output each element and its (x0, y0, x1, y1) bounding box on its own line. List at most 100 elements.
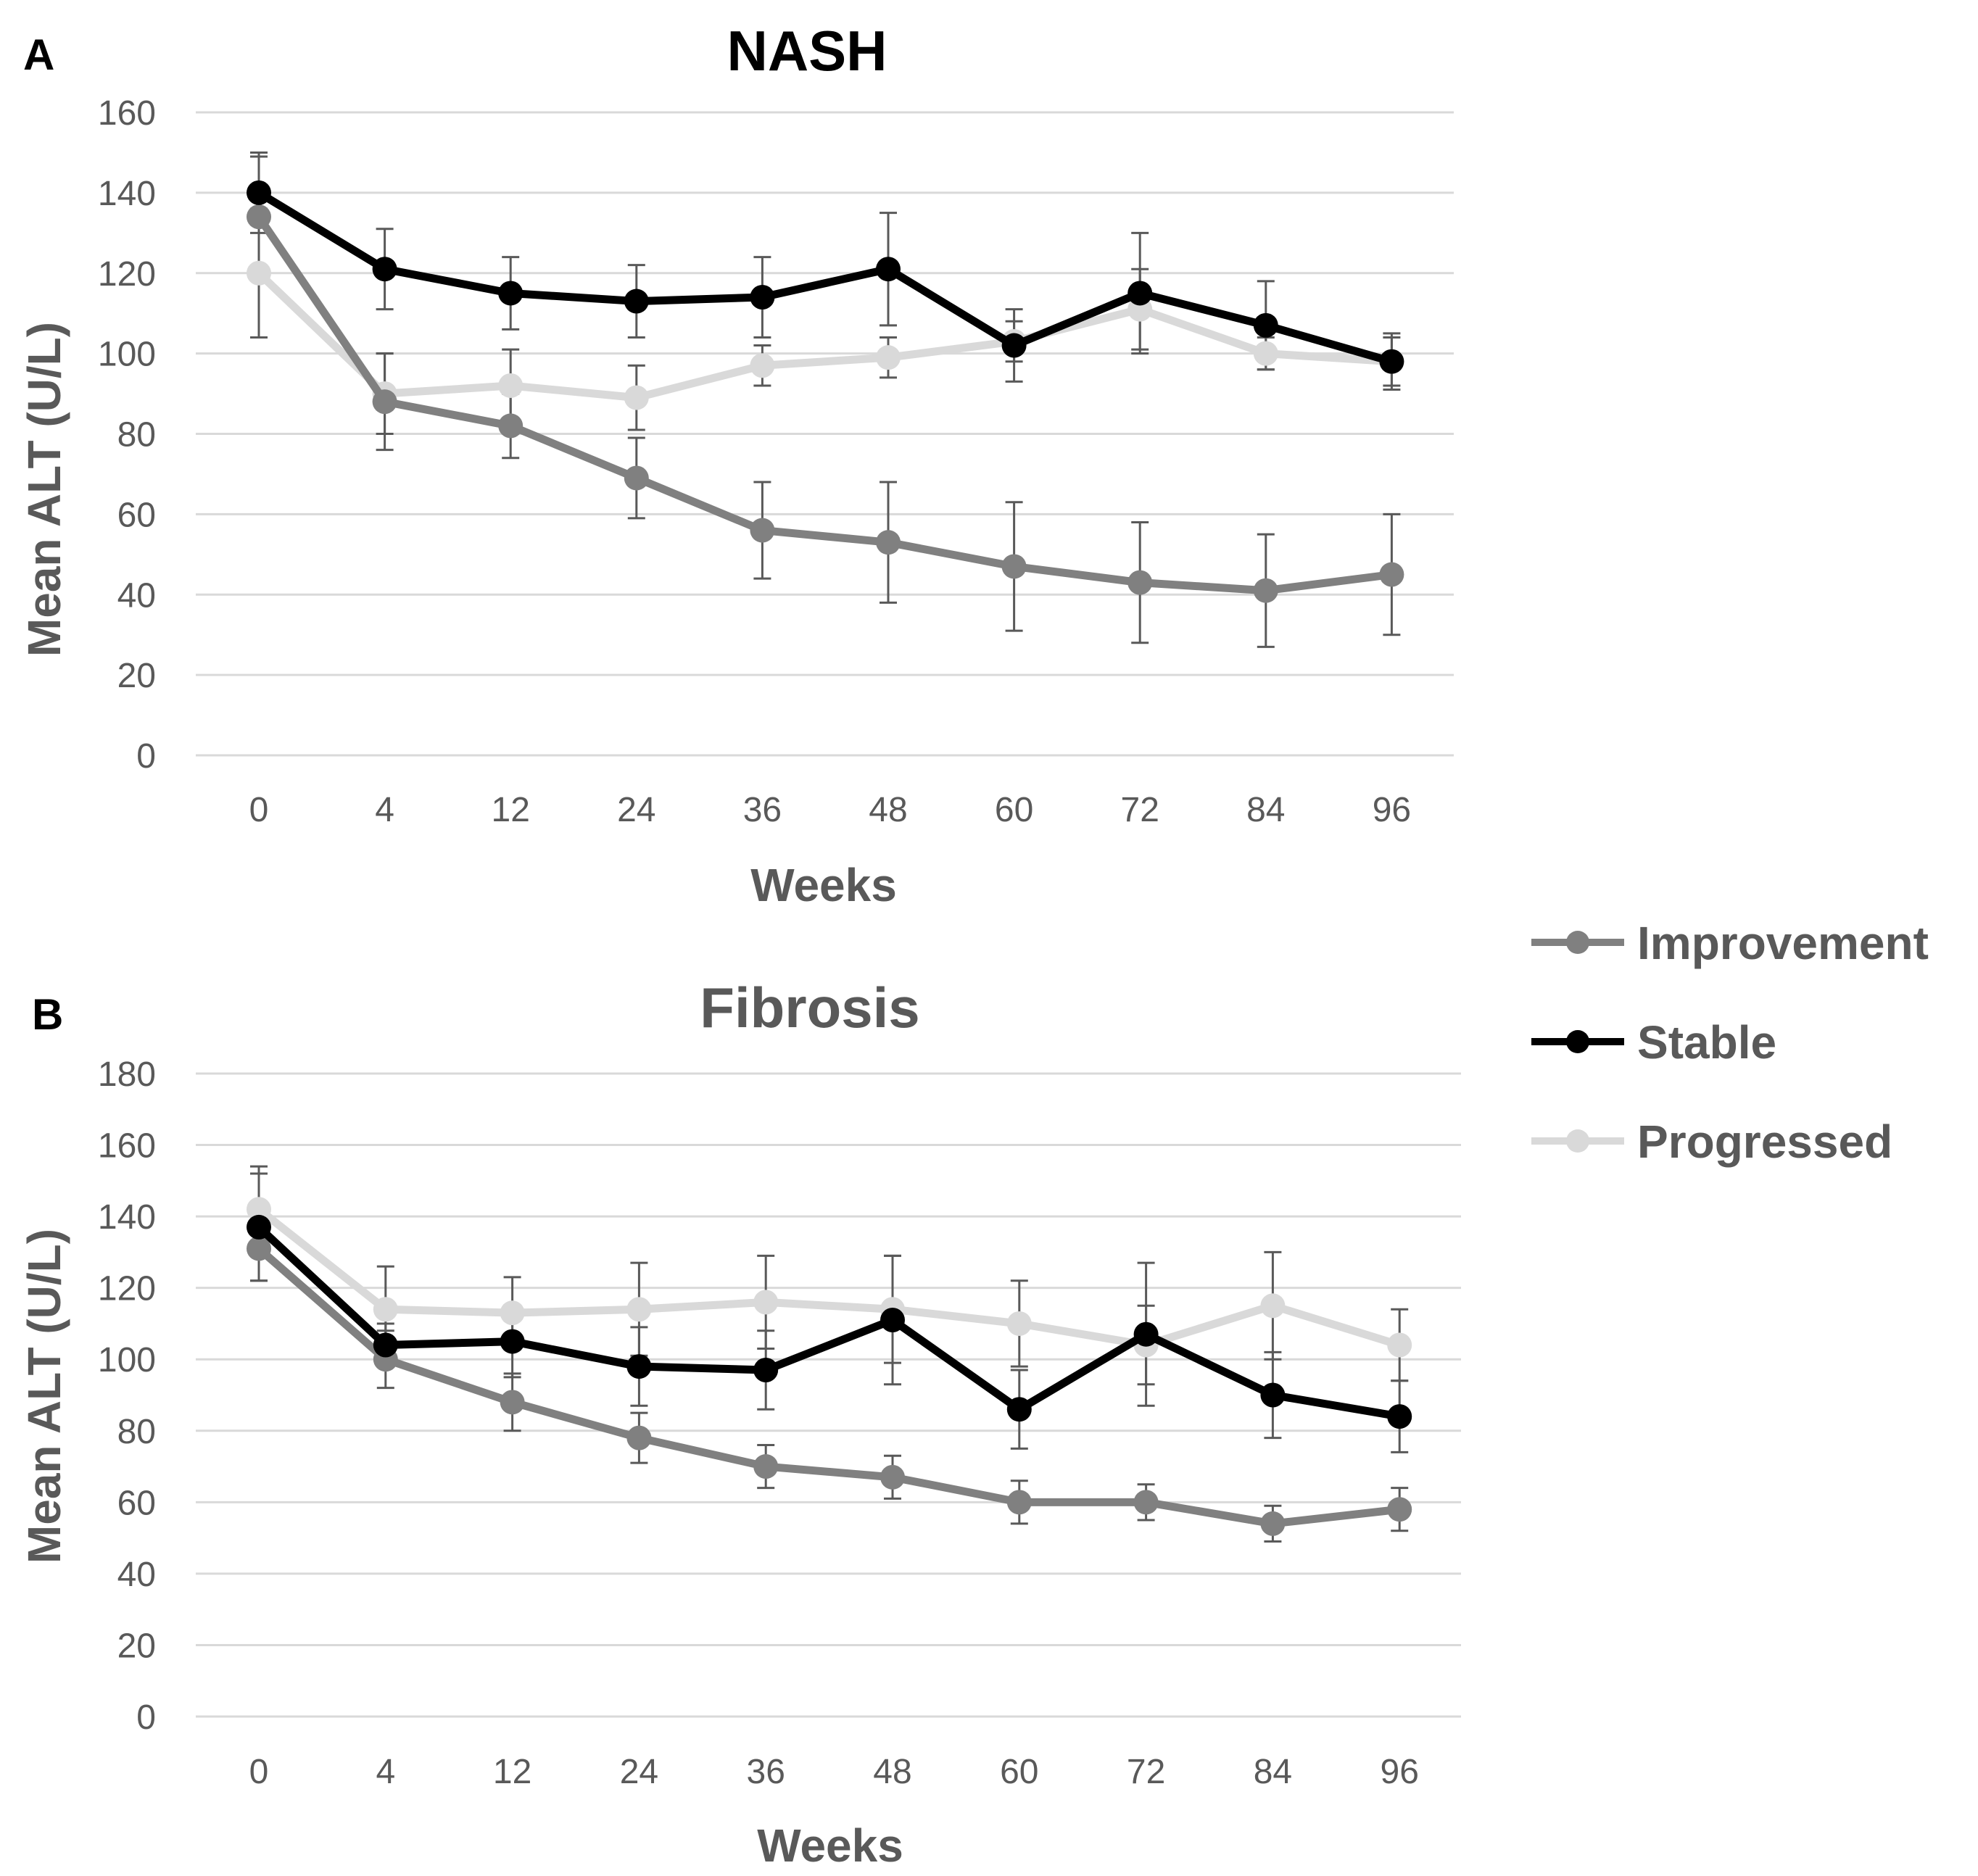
x-tick-84: 84 (1246, 791, 1285, 829)
point-stable-24 (626, 1354, 652, 1379)
y-tick-140: 140 (98, 175, 156, 213)
point-improvement-60 (1001, 554, 1027, 579)
x-tick-labels-b: 0 4 12 24 36 48 60 72 84 96 (249, 1753, 1419, 1791)
y-tick-120: 120 (98, 1270, 156, 1308)
point-improvement-84 (1260, 1511, 1286, 1536)
x-tick-0: 0 (249, 1753, 269, 1791)
point-progressed-36 (750, 353, 775, 378)
point-improvement-24 (626, 1425, 652, 1450)
series-lines-a (247, 180, 1404, 603)
point-improvement-48 (876, 530, 901, 555)
legend-marker-progressed (1566, 1129, 1589, 1153)
point-stable-72 (1127, 281, 1153, 306)
point-improvement-36 (753, 1454, 779, 1479)
legend-label-stable: Stable (1637, 1016, 1776, 1068)
y-tick-100: 100 (98, 336, 156, 374)
x-tick-60: 60 (995, 791, 1033, 829)
legend-item-improvement: Improvement (1531, 917, 1929, 969)
point-improvement-60 (1006, 1490, 1032, 1515)
x-tick-12: 12 (492, 791, 530, 829)
point-improvement-84 (1253, 578, 1278, 603)
point-progressed-0 (247, 1197, 271, 1222)
x-tick-96: 96 (1373, 791, 1411, 829)
y-tick-40: 40 (117, 1556, 156, 1594)
y-tick-20: 20 (117, 657, 156, 695)
point-stable-96 (1379, 349, 1404, 374)
point-stable-84 (1253, 312, 1278, 338)
point-progressed-48 (876, 345, 901, 370)
x-tick-48: 48 (873, 1753, 911, 1791)
point-progressed-12 (500, 1300, 525, 1326)
series-line-progressed-b (256, 1205, 1401, 1350)
y-tick-100: 100 (98, 1341, 156, 1379)
y-tick-160: 160 (98, 94, 156, 133)
legend-label-improvement: Improvement (1637, 917, 1929, 969)
point-improvement-12 (498, 413, 524, 439)
y-tick-0: 0 (136, 1698, 156, 1737)
point-stable-48 (876, 257, 901, 282)
legend-label-progressed: Progressed (1637, 1116, 1892, 1168)
y-tick-80: 80 (117, 416, 156, 455)
y-tick-140: 140 (98, 1198, 156, 1237)
chart-title-b: Fibrosis (700, 976, 919, 1039)
point-stable-0 (247, 180, 271, 205)
point-stable-60 (1006, 1397, 1032, 1422)
y-tick-120: 120 (98, 255, 156, 294)
point-stable-12 (498, 281, 524, 306)
x-tick-72: 72 (1121, 791, 1159, 829)
y-tick-40: 40 (117, 576, 156, 615)
point-improvement-96 (1379, 562, 1404, 587)
point-stable-96 (1387, 1404, 1412, 1429)
point-improvement-72 (1133, 1490, 1159, 1515)
panel-letter-a: A (23, 30, 54, 79)
legend: Improvement Stable Progressed (1531, 917, 1929, 1168)
panel-letter-b: B (32, 990, 63, 1039)
point-progressed-24 (624, 385, 649, 410)
point-stable-36 (750, 285, 775, 310)
series-line-improvement-b (256, 1245, 1400, 1528)
point-progressed-84 (1253, 341, 1278, 366)
y-axis-label-a: Mean ALT (U/L) (18, 322, 70, 657)
point-progressed-60 (1006, 1311, 1032, 1336)
y-tick-labels-b: 0 20 40 60 80 100 120 140 160 180 (98, 1055, 156, 1737)
point-progressed-4 (373, 1297, 398, 1322)
x-axis-label-b: Weeks (757, 1819, 903, 1872)
x-tick-72: 72 (1127, 1753, 1165, 1791)
x-tick-12: 12 (493, 1753, 531, 1791)
point-stable-24 (624, 289, 649, 314)
series-lines-b (247, 1197, 1412, 1536)
series-line-stable-b (256, 1224, 1401, 1421)
legend-item-progressed: Progressed (1531, 1116, 1892, 1168)
point-stable-72 (1133, 1321, 1159, 1347)
series-line-stable-a (257, 189, 1393, 365)
x-tick-36: 36 (743, 791, 782, 829)
point-improvement-48 (880, 1464, 905, 1490)
y-tick-labels-a: 0 20 40 60 80 100 120 140 160 (98, 94, 156, 776)
panel-a: A NASH 0 20 40 60 80 100 120 140 160 0 4 12 24 36 48 6… (18, 19, 1454, 911)
point-stable-48 (880, 1308, 905, 1333)
point-stable-0 (247, 1214, 271, 1240)
y-tick-0: 0 (136, 737, 156, 776)
point-progressed-36 (753, 1290, 779, 1315)
x-axis-label-a: Weeks (750, 859, 897, 911)
y-tick-60: 60 (117, 496, 156, 534)
x-tick-24: 24 (620, 1753, 658, 1791)
point-stable-12 (500, 1329, 525, 1354)
point-improvement-0 (247, 204, 271, 230)
point-progressed-96 (1387, 1332, 1412, 1358)
error-bars-a (250, 151, 1401, 648)
point-stable-36 (753, 1358, 779, 1383)
point-improvement-36 (750, 518, 775, 543)
y-tick-180: 180 (98, 1055, 156, 1094)
point-progressed-24 (626, 1297, 652, 1322)
point-stable-4 (372, 257, 397, 282)
x-tick-36: 36 (747, 1753, 785, 1791)
x-tick-48: 48 (869, 791, 907, 829)
point-progressed-84 (1260, 1293, 1286, 1319)
series-line-progressed-a (256, 270, 1392, 402)
point-improvement-96 (1387, 1497, 1412, 1522)
point-improvement-0 (247, 1236, 271, 1261)
x-tick-84: 84 (1254, 1753, 1292, 1791)
point-improvement-24 (624, 465, 649, 491)
